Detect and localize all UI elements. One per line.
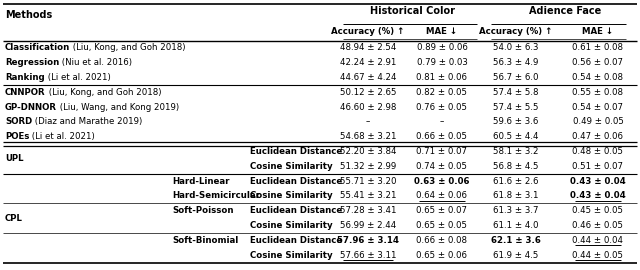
Text: 55.71 ± 3.20: 55.71 ± 3.20 [340,177,396,186]
Text: 61.3 ± 3.7: 61.3 ± 3.7 [493,206,539,215]
Text: 56.99 ± 2.44: 56.99 ± 2.44 [340,221,396,230]
Text: (Liu, Kong, and Goh 2018): (Liu, Kong, and Goh 2018) [45,88,161,97]
Text: (Li et al. 2021): (Li et al. 2021) [45,73,110,82]
Text: 61.6 ± 2.6: 61.6 ± 2.6 [493,177,539,186]
Text: Cosine Similarity: Cosine Similarity [250,162,333,171]
Text: 0.54 ± 0.08: 0.54 ± 0.08 [573,73,623,82]
Text: 44.67 ± 4.24: 44.67 ± 4.24 [340,73,396,82]
Text: 57.66 ± 3.11: 57.66 ± 3.11 [340,251,396,260]
Text: 0.43 ± 0.04: 0.43 ± 0.04 [570,191,626,201]
Text: 0.55 ± 0.08: 0.55 ± 0.08 [573,88,623,97]
Text: 50.12 ± 2.65: 50.12 ± 2.65 [340,88,396,97]
Text: 57.4 ± 5.5: 57.4 ± 5.5 [493,103,539,112]
Text: 0.79 ± 0.03: 0.79 ± 0.03 [417,58,467,67]
Text: 42.24 ± 2.91: 42.24 ± 2.91 [340,58,396,67]
Text: 59.6 ± 3.6: 59.6 ± 3.6 [493,117,539,127]
Text: 0.43 ± 0.04: 0.43 ± 0.04 [570,177,626,186]
Text: 0.82 ± 0.05: 0.82 ± 0.05 [417,88,467,97]
Text: 0.64 ± 0.06: 0.64 ± 0.06 [417,191,467,201]
Text: (Niu et al. 2016): (Niu et al. 2016) [60,58,132,67]
Text: 56.8 ± 4.5: 56.8 ± 4.5 [493,162,539,171]
Text: SORD: SORD [5,117,32,127]
Text: 57.28 ± 3.41: 57.28 ± 3.41 [340,206,396,215]
Text: 57.4 ± 5.8: 57.4 ± 5.8 [493,88,539,97]
Text: UPL: UPL [5,154,24,164]
Text: 0.76 ± 0.05: 0.76 ± 0.05 [417,103,467,112]
Text: 0.56 ± 0.07: 0.56 ± 0.07 [573,58,623,67]
Text: Ranking: Ranking [5,73,45,82]
Text: 0.63 ± 0.06: 0.63 ± 0.06 [414,177,470,186]
Text: 0.89 ± 0.06: 0.89 ± 0.06 [417,43,467,52]
Text: Regression: Regression [5,58,60,67]
Text: Accuracy (%) ↑: Accuracy (%) ↑ [332,28,404,36]
Text: 0.65 ± 0.05: 0.65 ± 0.05 [417,221,467,230]
Text: 0.61 ± 0.08: 0.61 ± 0.08 [573,43,623,52]
Text: 56.7 ± 6.0: 56.7 ± 6.0 [493,73,539,82]
Text: 52.20 ± 3.84: 52.20 ± 3.84 [340,147,396,156]
Text: 0.49 ± 0.05: 0.49 ± 0.05 [573,117,623,127]
Text: 61.1 ± 4.0: 61.1 ± 4.0 [493,221,539,230]
Text: 56.3 ± 4.9: 56.3 ± 4.9 [493,58,539,67]
Text: Cosine Similarity: Cosine Similarity [250,251,333,260]
Text: –: – [366,117,370,127]
Text: POEs: POEs [5,132,29,141]
Text: GP-DNNOR: GP-DNNOR [5,103,57,112]
Text: Soft-Binomial: Soft-Binomial [172,236,238,245]
Text: (Li et al. 2021): (Li et al. 2021) [29,132,95,141]
Text: 62.1 ± 3.6: 62.1 ± 3.6 [491,236,541,245]
Text: Soft-Poisson: Soft-Poisson [172,206,234,215]
Text: 0.66 ± 0.05: 0.66 ± 0.05 [417,132,467,141]
Text: 60.5 ± 4.4: 60.5 ± 4.4 [493,132,539,141]
Text: Adience Face: Adience Face [529,6,601,16]
Text: Euclidean Distance: Euclidean Distance [250,206,342,215]
Text: 0.71 ± 0.07: 0.71 ± 0.07 [417,147,467,156]
Text: 0.74 ± 0.05: 0.74 ± 0.05 [417,162,467,171]
Text: Hard-Linear: Hard-Linear [172,177,230,186]
Text: Accuracy (%) ↑: Accuracy (%) ↑ [479,28,553,36]
Text: 48.94 ± 2.54: 48.94 ± 2.54 [340,43,396,52]
Text: Hard-Semicircular: Hard-Semicircular [172,191,260,201]
Text: (Liu, Wang, and Kong 2019): (Liu, Wang, and Kong 2019) [57,103,179,112]
Text: (Liu, Kong, and Goh 2018): (Liu, Kong, and Goh 2018) [70,43,186,52]
Text: Historical Color: Historical Color [371,6,456,16]
Text: 61.9 ± 4.5: 61.9 ± 4.5 [493,251,539,260]
Text: 55.41 ± 3.21: 55.41 ± 3.21 [340,191,396,201]
Text: (Diaz and Marathe 2019): (Diaz and Marathe 2019) [32,117,143,127]
Text: 58.1 ± 3.2: 58.1 ± 3.2 [493,147,539,156]
Text: 54.0 ± 6.3: 54.0 ± 6.3 [493,43,539,52]
Text: Methods: Methods [5,10,52,20]
Text: 0.51 ± 0.07: 0.51 ± 0.07 [573,162,623,171]
Text: 0.47 ± 0.06: 0.47 ± 0.06 [573,132,623,141]
Text: 0.66 ± 0.08: 0.66 ± 0.08 [417,236,467,245]
Text: CNNPOR: CNNPOR [5,88,45,97]
Text: Euclidean Distance: Euclidean Distance [250,236,342,245]
Text: 46.60 ± 2.98: 46.60 ± 2.98 [340,103,396,112]
Text: 0.54 ± 0.07: 0.54 ± 0.07 [573,103,623,112]
Text: CPL: CPL [5,214,23,223]
Text: 0.46 ± 0.05: 0.46 ± 0.05 [573,221,623,230]
Text: 0.65 ± 0.07: 0.65 ± 0.07 [417,206,467,215]
Text: Classification: Classification [5,43,70,52]
Text: 57.96 ± 3.14: 57.96 ± 3.14 [337,236,399,245]
Text: 51.32 ± 2.99: 51.32 ± 2.99 [340,162,396,171]
Text: –: – [440,117,444,127]
Text: 0.44 ± 0.04: 0.44 ± 0.04 [573,236,623,245]
Text: MAE ↓: MAE ↓ [426,28,458,36]
Text: Euclidean Distance: Euclidean Distance [250,177,342,186]
Text: 0.45 ± 0.05: 0.45 ± 0.05 [573,206,623,215]
Text: 0.81 ± 0.06: 0.81 ± 0.06 [417,73,467,82]
Text: MAE ↓: MAE ↓ [582,28,614,36]
Text: 0.44 ± 0.05: 0.44 ± 0.05 [573,251,623,260]
Text: 54.68 ± 3.21: 54.68 ± 3.21 [340,132,396,141]
Text: 0.48 ± 0.05: 0.48 ± 0.05 [573,147,623,156]
Text: Cosine Similarity: Cosine Similarity [250,191,333,201]
Text: 0.65 ± 0.06: 0.65 ± 0.06 [417,251,467,260]
Text: 61.8 ± 3.1: 61.8 ± 3.1 [493,191,539,201]
Text: Cosine Similarity: Cosine Similarity [250,221,333,230]
Text: Euclidean Distance: Euclidean Distance [250,147,342,156]
